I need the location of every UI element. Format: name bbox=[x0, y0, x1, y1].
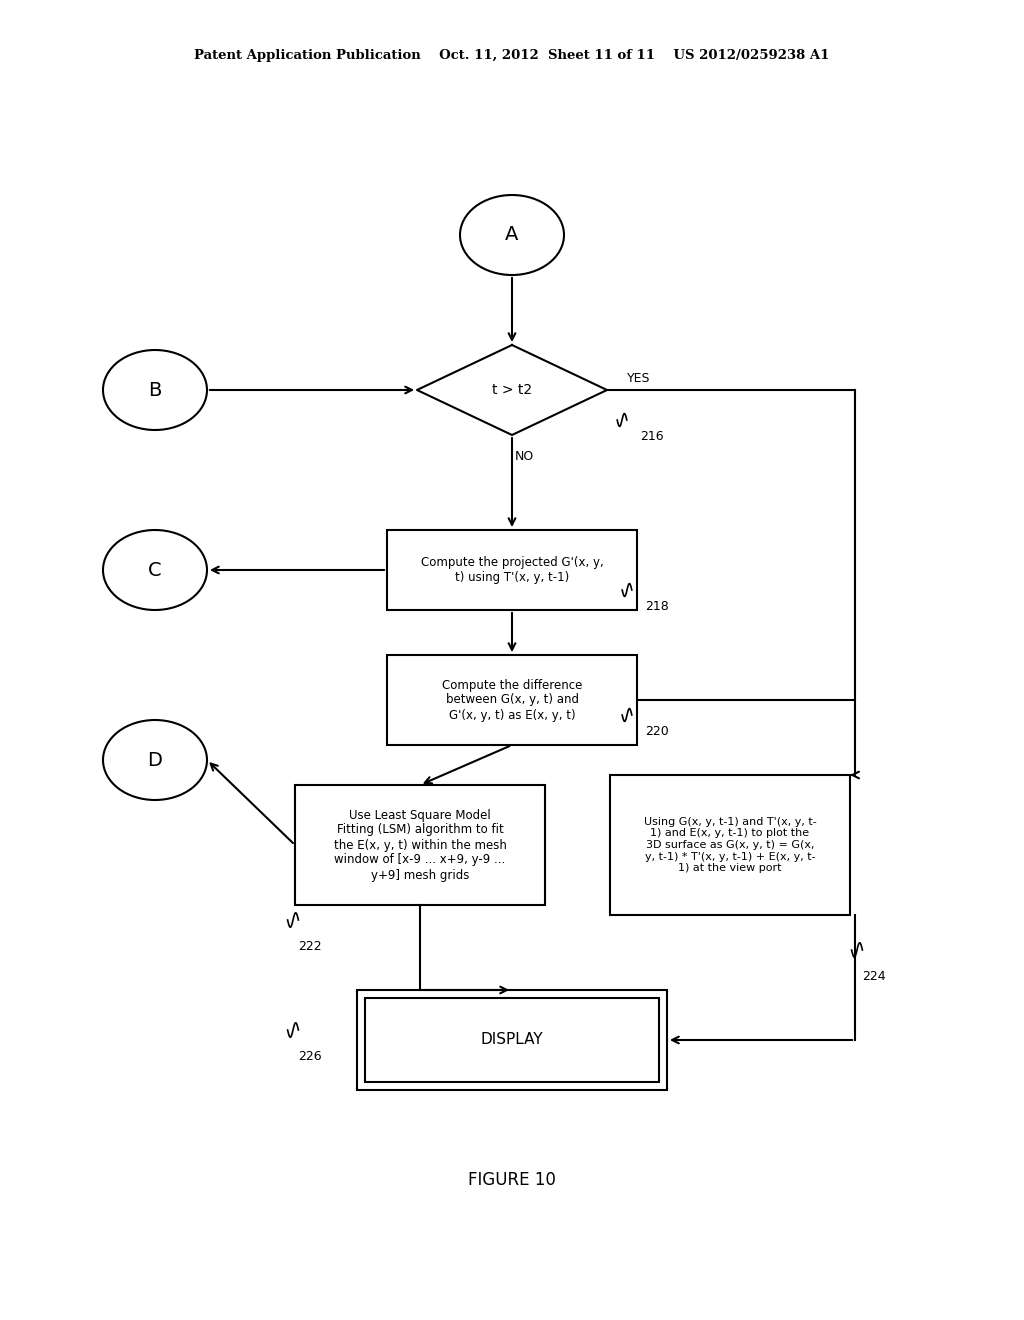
Text: Using G(x, y, t-1) and T'(x, y, t-
1) and E(x, y, t-1) to plot the
3D surface as: Using G(x, y, t-1) and T'(x, y, t- 1) an… bbox=[644, 817, 816, 874]
Text: 226: 226 bbox=[298, 1049, 322, 1063]
Bar bbox=[365, 998, 659, 1082]
Text: 216: 216 bbox=[640, 430, 664, 444]
Text: YES: YES bbox=[627, 371, 650, 384]
Text: NO: NO bbox=[514, 450, 534, 463]
Text: Use Least Square Model
Fitting (LSM) algorithm to fit
the E(x, y, t) within the : Use Least Square Model Fitting (LSM) alg… bbox=[334, 808, 507, 882]
Text: t > t2: t > t2 bbox=[492, 383, 532, 397]
Text: Compute the projected G'(x, y,
t) using T'(x, y, t-1): Compute the projected G'(x, y, t) using … bbox=[421, 556, 603, 583]
Text: C: C bbox=[148, 561, 162, 579]
Bar bbox=[387, 655, 637, 744]
Bar bbox=[357, 990, 667, 1090]
Text: A: A bbox=[505, 226, 519, 244]
Bar bbox=[295, 785, 545, 906]
Text: 222: 222 bbox=[298, 940, 322, 953]
Text: B: B bbox=[148, 380, 162, 400]
Bar bbox=[387, 531, 637, 610]
Text: Patent Application Publication    Oct. 11, 2012  Sheet 11 of 11    US 2012/02592: Patent Application Publication Oct. 11, … bbox=[195, 49, 829, 62]
Text: D: D bbox=[147, 751, 163, 770]
Text: DISPLAY: DISPLAY bbox=[480, 1032, 544, 1048]
Text: 218: 218 bbox=[645, 601, 669, 612]
Text: 224: 224 bbox=[862, 970, 886, 983]
Text: FIGURE 10: FIGURE 10 bbox=[468, 1171, 556, 1189]
Text: 220: 220 bbox=[645, 725, 669, 738]
Bar bbox=[610, 775, 850, 915]
Text: Compute the difference
between G(x, y, t) and
G'(x, y, t) as E(x, y, t): Compute the difference between G(x, y, t… bbox=[441, 678, 583, 722]
